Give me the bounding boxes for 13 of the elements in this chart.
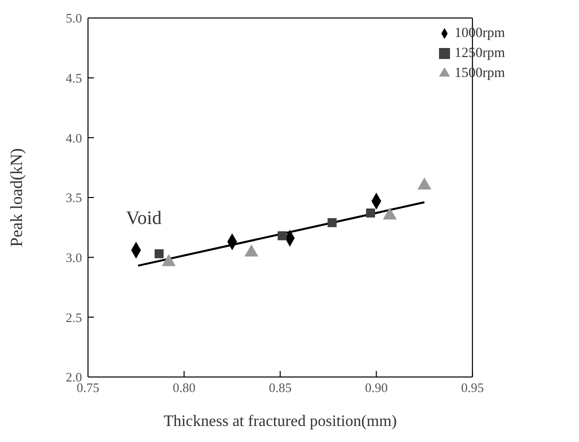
y-tick-label: 4.0 [66, 130, 82, 146]
x-tick-label: 0.90 [364, 380, 388, 396]
y-tick-label: 2.5 [66, 310, 82, 325]
x-tick-label: 0.85 [268, 380, 292, 396]
y-tick-label: 5.0 [66, 10, 82, 26]
y-tick-label: 3.5 [66, 190, 82, 206]
x-tick-label: 0.80 [172, 380, 196, 396]
y-tick-label: 4.5 [66, 70, 82, 86]
annotation: Void [126, 208, 162, 230]
x-tick-label: 0.95 [461, 380, 484, 396]
y-axis-title: Peak load(kN) [7, 148, 26, 247]
y-tick-label: 3.0 [66, 250, 82, 265]
x-axis-title: Thickness at fractured position(mm) [164, 413, 397, 430]
